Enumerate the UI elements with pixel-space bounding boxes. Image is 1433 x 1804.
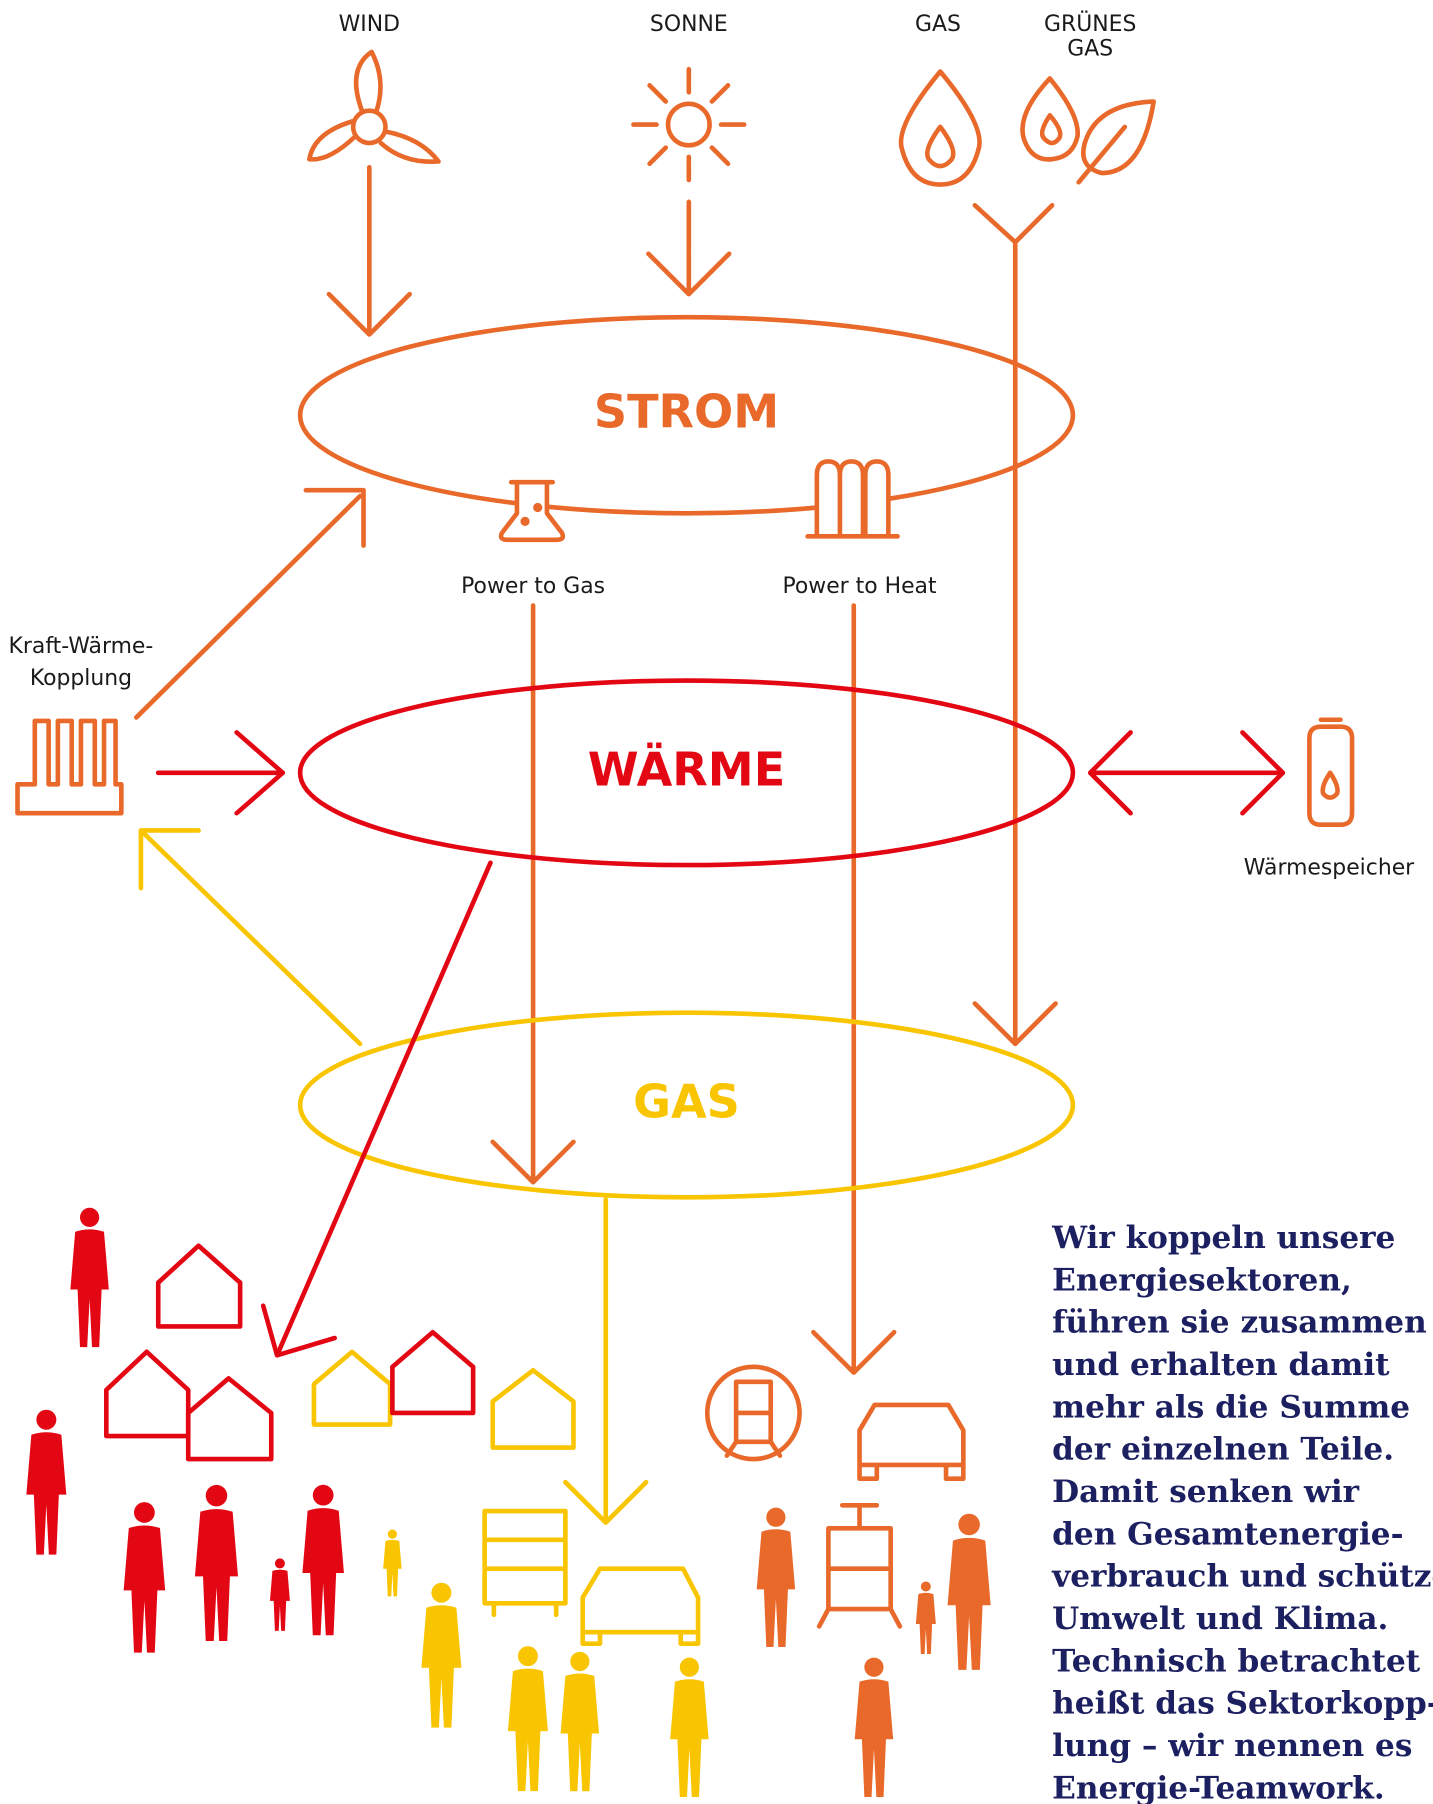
chp-label: Kopplung	[30, 666, 132, 691]
converter-label: Power to Heat	[782, 574, 937, 599]
text-line: und erhalten damit	[1052, 1347, 1390, 1383]
text-line: Umwelt und Klima.	[1052, 1601, 1388, 1637]
text-line: mehr als die Summe	[1052, 1389, 1410, 1425]
text-line: lung – wir nennen es	[1052, 1728, 1412, 1764]
text-line: verbrauch und schützen	[1051, 1559, 1433, 1595]
text-line: Damit senken wir	[1052, 1474, 1360, 1510]
chp-label: Kraft-Wärme-	[9, 634, 154, 659]
source-label: GAS	[1067, 36, 1113, 61]
text-line: Energie-Teamwork.	[1052, 1770, 1385, 1804]
source-label: GAS	[915, 12, 961, 37]
text-line: der einzelnen Teile.	[1052, 1432, 1394, 1468]
storage-label: Wärmespeicher	[1244, 855, 1414, 880]
source-label: SONNE	[650, 12, 728, 37]
text-block: Wir koppeln unsere Energiesektoren, führen…	[1051, 1220, 1433, 1804]
sector-label: GAS	[633, 1075, 740, 1129]
text-line: Wir koppeln unsere	[1051, 1220, 1395, 1256]
converter-label: Power to Gas	[461, 574, 605, 599]
source-label: WIND	[339, 12, 400, 37]
text-line: führen sie zusammen	[1052, 1305, 1427, 1341]
sector-label: WÄRME	[588, 742, 785, 796]
text-line: heißt das Sektorkopp-	[1052, 1686, 1433, 1722]
text-line: den Gesamtenergie-	[1052, 1516, 1403, 1552]
diagram: WIND SONNE GAS GRÜNES GAS STROM WÄRME GA…	[0, 0, 1433, 1804]
people	[26, 1208, 990, 1797]
text-line: Technisch betrachtet	[1052, 1643, 1421, 1679]
sector-label: STROM	[594, 385, 779, 439]
text-line: Energiesektoren,	[1052, 1262, 1352, 1298]
source-label: GRÜNES	[1044, 11, 1136, 37]
